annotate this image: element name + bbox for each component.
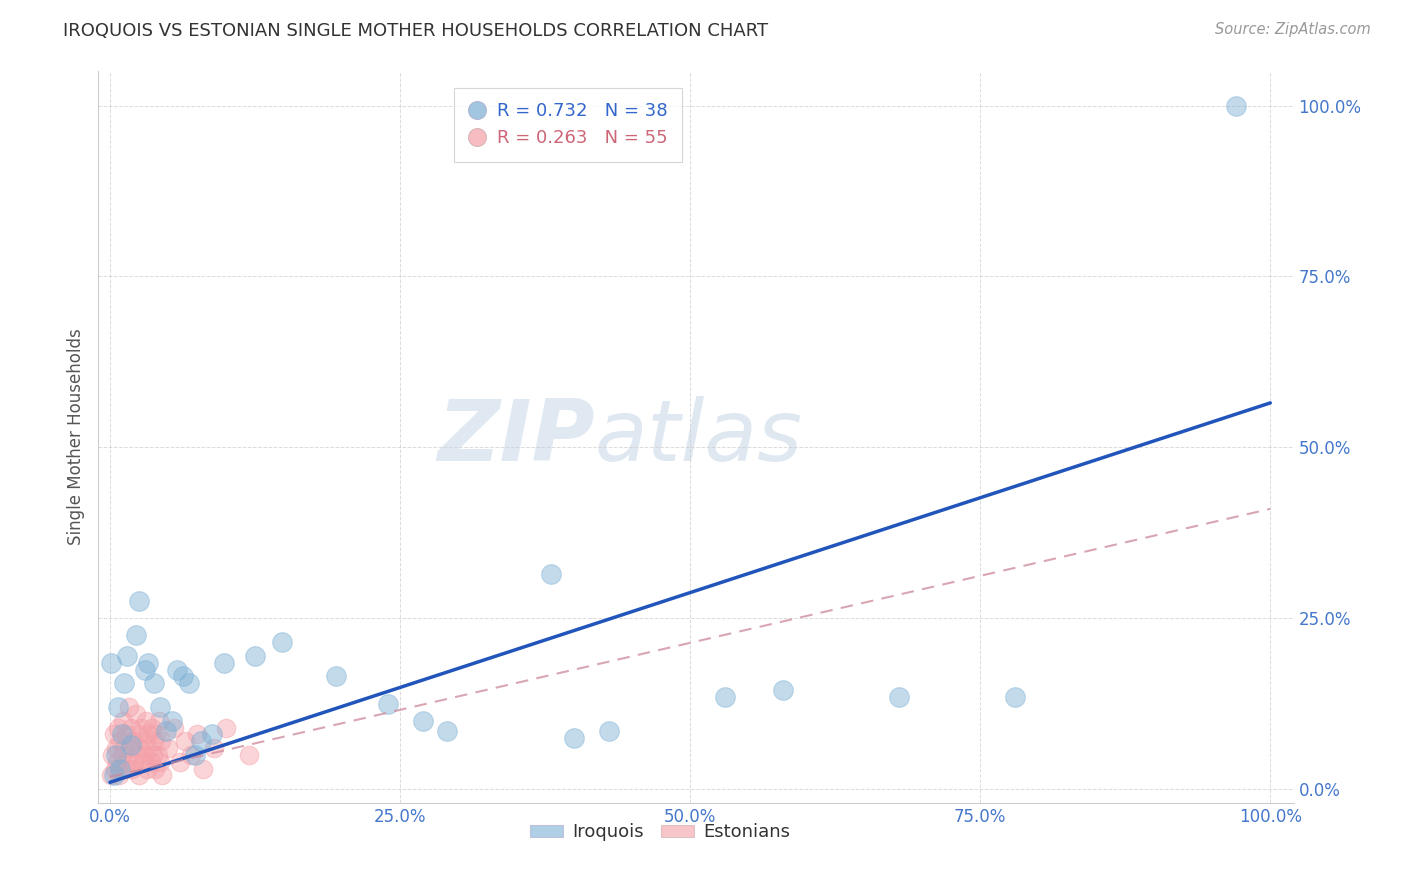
- Point: [412, 714, 434, 728]
- Point: [562, 731, 585, 745]
- Y-axis label: Single Mother Households: Single Mother Households: [66, 329, 84, 545]
- Point: [125, 747, 148, 762]
- Point: [143, 734, 166, 748]
- Point: [157, 741, 180, 756]
- Point: [166, 663, 188, 677]
- Point: [186, 727, 208, 741]
- Point: [110, 734, 132, 748]
- Point: [112, 741, 135, 756]
- Point: [117, 755, 139, 769]
- Point: [124, 706, 146, 721]
- Point: [110, 762, 132, 776]
- Point: [103, 727, 125, 741]
- Point: [169, 755, 191, 769]
- Text: ZIP: ZIP: [437, 395, 595, 479]
- Point: [120, 738, 142, 752]
- Point: [108, 768, 131, 782]
- Point: [155, 724, 177, 739]
- Point: [714, 690, 737, 704]
- Point: [117, 700, 139, 714]
- Point: [270, 635, 292, 649]
- Point: [148, 714, 170, 728]
- Point: [139, 755, 162, 769]
- Point: [129, 741, 152, 756]
- Legend: Iroquois, Estonians: Iroquois, Estonians: [523, 816, 797, 848]
- Point: [136, 762, 159, 776]
- Point: [118, 741, 141, 756]
- Text: IROQUOIS VS ESTONIAN SINGLE MOTHER HOUSEHOLDS CORRELATION CHART: IROQUOIS VS ESTONIAN SINGLE MOTHER HOUSE…: [63, 22, 769, 40]
- Point: [134, 663, 156, 677]
- Point: [117, 648, 139, 663]
- Point: [174, 734, 197, 748]
- Point: [149, 755, 172, 769]
- Point: [112, 676, 135, 690]
- Point: [100, 768, 122, 782]
- Point: [111, 727, 134, 741]
- Point: [132, 734, 155, 748]
- Point: [243, 648, 266, 663]
- Point: [100, 656, 122, 670]
- Point: [146, 747, 169, 762]
- Point: [141, 721, 163, 735]
- Point: [1004, 690, 1026, 704]
- Point: [103, 768, 125, 782]
- Point: [134, 747, 156, 762]
- Point: [111, 714, 134, 728]
- Point: [160, 714, 183, 728]
- Point: [212, 656, 235, 670]
- Point: [377, 697, 399, 711]
- Point: [215, 721, 238, 735]
- Point: [124, 628, 146, 642]
- Point: [127, 727, 149, 741]
- Point: [135, 714, 157, 728]
- Point: [136, 727, 159, 741]
- Point: [887, 690, 910, 704]
- Point: [131, 755, 153, 769]
- Point: [128, 594, 150, 608]
- Point: [143, 762, 166, 776]
- Point: [201, 727, 224, 741]
- Point: [325, 669, 347, 683]
- Point: [150, 768, 173, 782]
- Point: [107, 700, 129, 714]
- Point: [436, 724, 458, 739]
- Point: [120, 721, 142, 735]
- Point: [150, 734, 173, 748]
- Point: [163, 721, 186, 735]
- Point: [107, 721, 129, 735]
- Point: [138, 741, 160, 756]
- Text: Source: ZipAtlas.com: Source: ZipAtlas.com: [1215, 22, 1371, 37]
- Point: [104, 741, 127, 756]
- Point: [772, 683, 794, 698]
- Point: [204, 741, 226, 756]
- Point: [122, 734, 145, 748]
- Point: [136, 656, 159, 670]
- Point: [104, 747, 127, 762]
- Text: atlas: atlas: [595, 395, 803, 479]
- Point: [1225, 98, 1247, 112]
- Point: [177, 676, 200, 690]
- Point: [131, 721, 153, 735]
- Point: [238, 747, 260, 762]
- Point: [124, 755, 146, 769]
- Point: [180, 747, 202, 762]
- Point: [183, 747, 205, 762]
- Point: [172, 669, 194, 683]
- Point: [121, 762, 143, 776]
- Point: [191, 762, 214, 776]
- Point: [105, 755, 128, 769]
- Point: [190, 734, 212, 748]
- Point: [101, 747, 124, 762]
- Point: [142, 747, 165, 762]
- Point: [128, 768, 150, 782]
- Point: [149, 700, 172, 714]
- Point: [111, 747, 134, 762]
- Point: [104, 762, 127, 776]
- Point: [598, 724, 620, 739]
- Point: [540, 566, 562, 581]
- Point: [145, 727, 167, 741]
- Point: [143, 676, 166, 690]
- Point: [114, 762, 136, 776]
- Point: [115, 727, 138, 741]
